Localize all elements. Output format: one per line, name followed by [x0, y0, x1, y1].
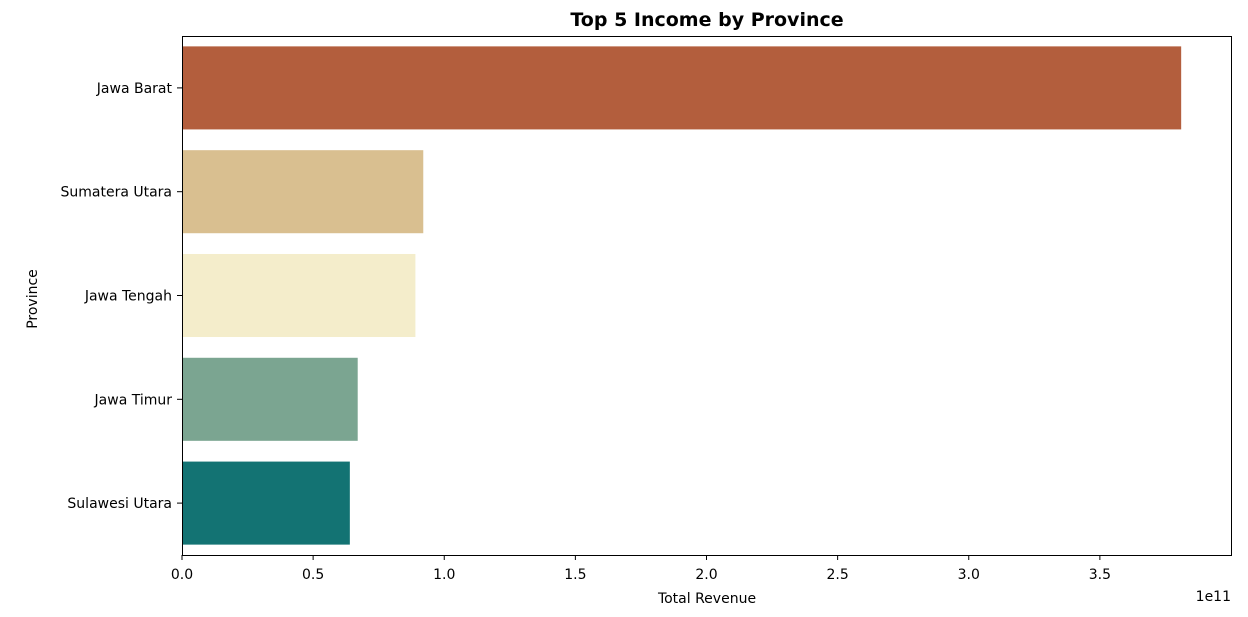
y-axis-ticks: Jawa Barat Sumatera Utara Jawa Tengah Jawa … — [60, 81, 182, 512]
x-tick-label: 1.0 — [433, 567, 455, 583]
y-axis-label: Province — [25, 269, 41, 329]
x-axis-scale-label: 1e11 — [1196, 589, 1231, 605]
bar-sumatera-utara — [182, 150, 424, 234]
y-tick-label: Sulawesi Utara — [67, 496, 172, 512]
bar-jawa-barat — [182, 46, 1182, 130]
x-tick-label: 2.5 — [826, 567, 848, 583]
y-tick-label: Sumatera Utara — [60, 185, 172, 201]
bars-group — [182, 46, 1182, 545]
x-tick-label: 3.5 — [1089, 567, 1111, 583]
chart-title: Top 5 Income by Province — [570, 9, 843, 31]
x-tick-label: 2.0 — [695, 567, 717, 583]
bar-jawa-tengah — [182, 253, 416, 338]
x-tick-label: 3.0 — [958, 567, 980, 583]
x-tick-label: 0.0 — [171, 567, 193, 583]
y-tick-label: Jawa Timur — [94, 392, 173, 408]
x-axis-ticks: 0.0 0.5 1.0 1.5 2.0 2.5 3.0 3.5 — [171, 555, 1111, 583]
plot-frame — [182, 36, 1232, 556]
bar-sulawesi-utara — [182, 461, 350, 545]
y-tick-label: Jawa Barat — [96, 81, 173, 97]
x-tick-label: 0.5 — [302, 567, 324, 583]
y-tick-label: Jawa Tengah — [84, 289, 172, 305]
x-axis-label: Total Revenue — [657, 591, 756, 607]
bar-jawa-timur — [182, 357, 358, 441]
x-tick-label: 1.5 — [564, 567, 586, 583]
